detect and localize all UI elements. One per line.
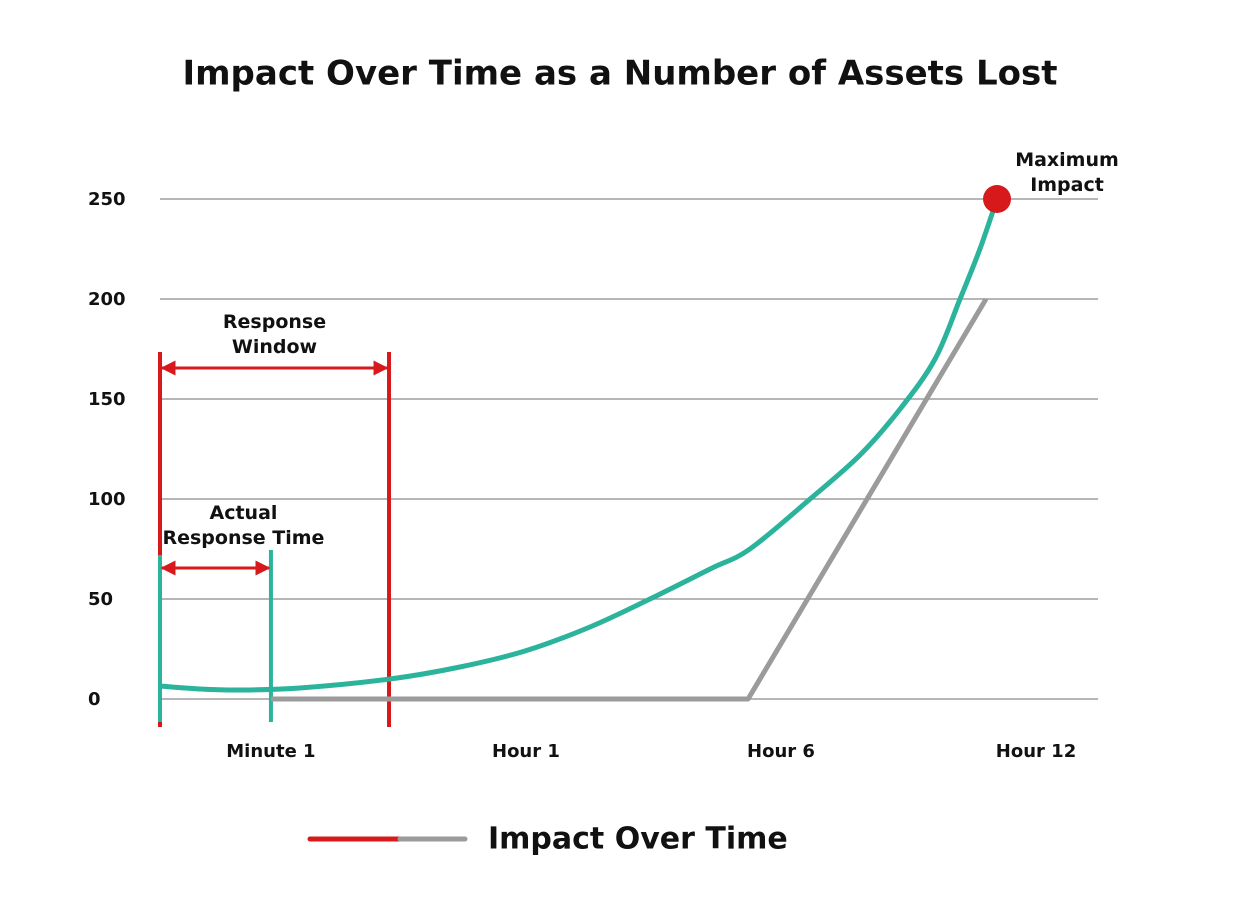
max-label-line: Impact xyxy=(1030,174,1104,196)
max-label: Maximum Impact xyxy=(1015,149,1119,196)
y-tick-label: 150 xyxy=(88,389,126,410)
legend-label: Impact Over Time xyxy=(488,822,788,857)
x-tick-label: Hour 1 xyxy=(492,741,560,762)
y-tick-label: 100 xyxy=(88,489,126,510)
series-line xyxy=(159,198,1000,693)
x-tick-label: Minute 1 xyxy=(226,741,315,762)
max-label-line: Maximum xyxy=(1015,149,1119,171)
x-tick-label: Hour 6 xyxy=(747,741,815,762)
y-tick-label: 200 xyxy=(88,289,126,310)
y-tick-label: 50 xyxy=(88,589,113,610)
annotation-line: Response xyxy=(223,311,326,333)
x-tick-label: Hour 12 xyxy=(996,741,1076,762)
y-tick-label: 250 xyxy=(88,189,126,210)
y-tick-label: 0 xyxy=(88,689,101,710)
annotation: Actual Response Time xyxy=(162,502,324,549)
annotation-line: Response Time xyxy=(162,527,324,549)
annotation-line: Window xyxy=(232,336,317,358)
chart-title: Impact Over Time as a Number of Assets L… xyxy=(182,54,1057,94)
annotation-line: Actual xyxy=(210,502,278,524)
series-line xyxy=(270,297,989,702)
annotation: Response Window xyxy=(223,311,326,358)
max-point xyxy=(983,185,1012,213)
